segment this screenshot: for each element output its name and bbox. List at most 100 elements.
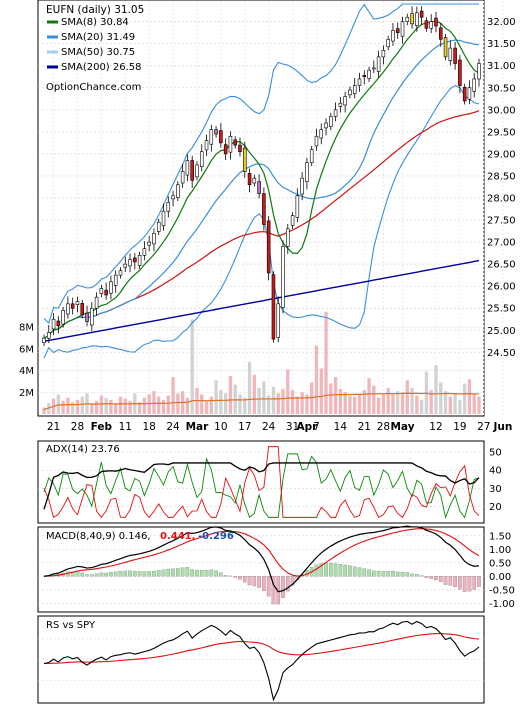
volume-bar [400, 392, 405, 414]
candle-body [386, 38, 390, 48]
macd-histogram-bar [376, 570, 381, 577]
macd-histogram-bar [324, 562, 328, 577]
candle-body [109, 281, 113, 294]
price-tick-label: 26.50 [487, 260, 516, 271]
candle-body [300, 177, 304, 195]
candle-body [214, 129, 218, 135]
volume-bar [219, 390, 223, 414]
macd-histogram-bar [434, 576, 438, 580]
candle-body [324, 122, 328, 129]
adx-tick-label: 50 [489, 448, 502, 459]
candle-body [477, 63, 481, 80]
date-tick-label: Jun [492, 421, 512, 433]
volume-bar [99, 395, 104, 414]
volume-tick-label: 2M [19, 388, 34, 399]
macd-histogram-bar [118, 571, 123, 577]
volume-bar [281, 389, 285, 414]
candle-body [104, 289, 108, 296]
date-tick-label: 19 [453, 421, 466, 433]
macd-histogram-bar [290, 576, 295, 586]
macd-tick-label: 0.00 [489, 572, 511, 583]
date-tick-label: 17 [238, 421, 251, 433]
price-tick-label: 28.00 [487, 194, 516, 205]
volume-bar [42, 407, 46, 414]
macd-histogram-bar [419, 575, 424, 577]
candle-body [429, 21, 433, 29]
candles [42, 6, 481, 347]
macd-histogram-bar [80, 572, 85, 577]
volume-average-line [43, 392, 480, 411]
volume-bar [443, 391, 448, 414]
volume-bar [118, 396, 123, 414]
date-tick-label: 11 [119, 421, 132, 433]
volume-tick-label: 8M [19, 323, 34, 334]
candle-body [290, 215, 295, 226]
candle-body [314, 135, 319, 147]
candle-body [295, 195, 300, 218]
price-tick-label: 24.50 [487, 348, 516, 359]
candle-body [329, 116, 333, 127]
candle-body [80, 303, 85, 316]
volume-bar [319, 368, 323, 414]
volume-bar [252, 374, 256, 414]
macd-histogram-bar [400, 571, 405, 577]
candle-body [171, 195, 175, 200]
candle-body [343, 96, 347, 106]
candle-body [443, 37, 448, 58]
candle-body [66, 303, 70, 315]
volume-bar [439, 382, 443, 414]
adx-tick-label: 30 [489, 484, 502, 495]
bollinger-lower-line [43, 84, 480, 359]
candle-body [99, 288, 104, 294]
price-tick-label: 31.00 [487, 61, 516, 72]
volume-bar [223, 393, 228, 414]
macd-histogram-bar [199, 570, 204, 577]
volume-bar [204, 400, 209, 414]
macd-histogram-bar [472, 576, 477, 590]
candle-body [257, 181, 261, 194]
macd-histogram-bar [391, 570, 395, 577]
candle-body [467, 87, 472, 100]
candle-body [94, 296, 99, 309]
macd-histogram-bar [458, 576, 462, 590]
candle-body [247, 173, 252, 186]
price-tick-label: 25.00 [487, 326, 516, 337]
macd-histogram-bar [238, 576, 242, 580]
volume-bar [190, 319, 194, 414]
candle-body [56, 320, 61, 327]
volume-bar [467, 379, 472, 414]
macd-histogram-bar [180, 567, 185, 577]
price-tick-label: 27.50 [487, 216, 516, 227]
volume-bar [472, 393, 476, 414]
volume-bar [333, 377, 338, 414]
macd-histogram-bar [156, 570, 161, 577]
candle-body [281, 246, 285, 308]
macd-histogram-bar [372, 570, 376, 577]
volume-bar [290, 390, 295, 414]
candle-body [376, 56, 381, 72]
date-tick-label: 18 [142, 421, 155, 433]
macd-histogram-bar [266, 576, 271, 597]
macd-histogram-bar [123, 570, 128, 577]
volume-bar [157, 396, 161, 414]
price-tick-label: 31.50 [487, 39, 516, 50]
macd-histogram-bar [104, 572, 108, 577]
price-tick-label: 30.50 [487, 83, 516, 94]
volume-tick-label: 6M [19, 344, 34, 355]
volume-bar [71, 402, 75, 414]
macd-histogram-bar [166, 568, 171, 577]
volume-bar [314, 345, 319, 414]
volume-bar [80, 396, 84, 414]
candle-body [61, 310, 65, 325]
volume-bar [104, 397, 108, 414]
candle-body [123, 263, 128, 268]
macd-histogram-bar [233, 576, 238, 578]
candle-body [271, 274, 276, 340]
price-lines [43, 3, 480, 359]
volume-bar [123, 398, 127, 414]
macd-histogram-bar [285, 576, 290, 592]
adx-title: ADX(14) 23.76 [46, 444, 120, 455]
volume-bar [386, 387, 390, 414]
candle-body [238, 144, 242, 153]
